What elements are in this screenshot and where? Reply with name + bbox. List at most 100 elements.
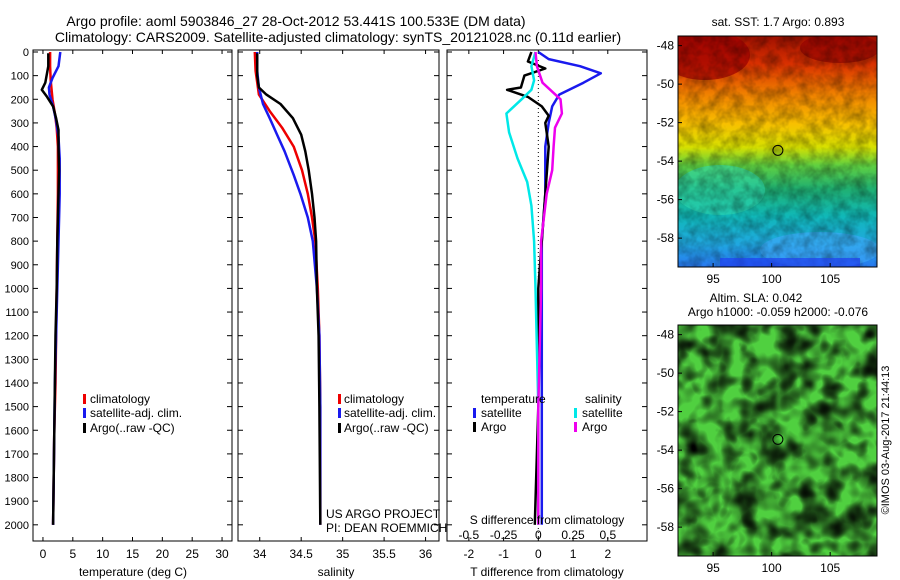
- legend-label-climatology: climatology: [344, 392, 404, 406]
- figure-title-line2: Climatology: CARS2009. Satellite-adjuste…: [55, 29, 621, 45]
- temperature-xlabel: temperature (deg C): [79, 565, 187, 579]
- temperature-profiles: [40, 51, 62, 525]
- y-tick-label: 700: [11, 212, 29, 224]
- map-y-tick-label: -48: [657, 328, 675, 342]
- x-tick-label: 10: [96, 547, 110, 561]
- x-tick-label: 20: [156, 547, 170, 561]
- difference-x-axis: -2 -1 0 1 2 -0.5 -0.25 0 0.25 0.5: [458, 50, 616, 561]
- profile-line-argo_s: [534, 51, 564, 525]
- x-tick-label: 25: [186, 547, 200, 561]
- y-tick-label: 100: [11, 71, 29, 83]
- y-tick-label: 1900: [5, 496, 29, 508]
- map-x-tick-label: 100: [762, 561, 782, 575]
- y-tick-label: 2000: [5, 520, 29, 532]
- y-tick-label: 400: [11, 142, 29, 154]
- map-x-tick-label: 105: [820, 272, 840, 286]
- legend-swatch-s-argo: [574, 422, 577, 432]
- x-tick-label: 15: [126, 547, 140, 561]
- map-y-tick-label: -56: [657, 193, 675, 207]
- temperature-panel: 0100200300400500600700800900100011001200…: [5, 47, 233, 579]
- top-tick-label: 0.25: [561, 528, 585, 542]
- profile-line-satellite_s: [505, 51, 540, 525]
- map-y-tick-label: -50: [657, 366, 675, 380]
- map-y-tick-label: -48: [657, 39, 675, 53]
- sst-noise-texture: [678, 36, 877, 267]
- top-tick-label: -0.5: [458, 528, 479, 542]
- salinity-axes-frame: [237, 49, 440, 542]
- map-y-tick-label: -50: [657, 77, 675, 91]
- y-tick-label: 1700: [5, 449, 29, 461]
- sla-map-frame: [677, 324, 878, 557]
- legend-label-t-satellite: satellite: [481, 406, 522, 420]
- x-tick-label: 1: [570, 547, 577, 561]
- map-y-tick-label: -58: [657, 231, 675, 245]
- salinity-panel: 34 34.5 35 35.5 36 salinity climatology sate…: [237, 49, 447, 579]
- y-tick-label: 1200: [5, 331, 29, 343]
- sst-southern-band: [720, 258, 860, 267]
- profile-line-argo: [40, 53, 61, 525]
- legend-swatch-argo: [83, 423, 86, 433]
- sst-map-frame: [677, 35, 878, 268]
- y-tick-label: 800: [11, 236, 29, 248]
- difference-axes-frame: [446, 49, 648, 542]
- sla-map-title-line2: Argo h1000: -0.059 h2000: -0.076: [688, 305, 868, 319]
- map-y-tick-label: -58: [657, 520, 675, 534]
- difference-profiles: [505, 50, 603, 539]
- y-tick-label: 300: [11, 118, 29, 130]
- map-y-tick-label: -54: [657, 443, 675, 457]
- y-tick-label: 500: [11, 165, 29, 177]
- map-y-tick-label: -52: [657, 116, 675, 130]
- salinity-x-axis: 34 34.5 35 35.5 36: [253, 50, 433, 561]
- x-tick-label: 36: [419, 547, 433, 561]
- map-x-tick-label: 105: [820, 561, 840, 575]
- argo-float-marker: [772, 144, 784, 156]
- legend-label-satellite-adj: satellite-adj. clim.: [90, 406, 182, 420]
- sla-map-axes: 95 100 105 -48 -50 -52 -54 -56 -58: [657, 328, 841, 575]
- x-tick-label: 0: [535, 547, 542, 561]
- legend-label-s-satellite: satellite: [582, 406, 623, 420]
- difference-legend: temperature salinity satellite Argo sate…: [473, 392, 623, 434]
- difference-xlabel: T difference from climatology: [470, 565, 624, 579]
- legend-header-temperature: temperature: [481, 392, 546, 406]
- depth-axis: 0 100 200 300 400 500 600 700 800 900 1000 1100 1200…: [5, 47, 232, 532]
- x-tick-label: 5: [69, 547, 76, 561]
- salinity-xlabel: salinity: [318, 565, 355, 579]
- legend-swatch-climatology: [338, 394, 341, 404]
- sla-map-title-line1: Altim. SLA: 0.042: [710, 291, 803, 305]
- pi-credit: PI: DEAN ROEMMICH: [326, 521, 447, 535]
- legend-swatch-argo: [338, 423, 341, 433]
- legend-swatch-t-argo: [473, 422, 476, 432]
- x-tick-label: 35.5: [372, 547, 396, 561]
- y-tick-label: 1800: [5, 473, 29, 485]
- map-y-tick-label: -56: [657, 482, 675, 496]
- sla-low-anomalies: [678, 325, 877, 556]
- legend-label-s-argo: Argo: [582, 420, 608, 434]
- x-tick-label: -2: [464, 547, 475, 561]
- profile-line-argo: [255, 53, 322, 525]
- legend-label-satellite-adj: satellite-adj. clim.: [344, 406, 436, 420]
- sla-map-panel: Altim. SLA: 0.042 Argo h1000: -0.059 h20…: [657, 291, 878, 575]
- x-tick-label: 34: [253, 547, 267, 561]
- y-tick-label: 600: [11, 189, 29, 201]
- y-tick-label: 1000: [5, 283, 29, 295]
- top-tick-label: 0: [535, 528, 542, 542]
- sst-map-panel: sat. SST: 1.7 Argo: 0.893 95 100 105 -48 -50…: [657, 15, 878, 286]
- imos-credit: ©IMOS 03-Aug-2017 21:44:13: [880, 366, 892, 515]
- map-x-tick-label: 95: [706, 561, 720, 575]
- y-tick-label: 200: [11, 94, 29, 106]
- temperature-legend: climatology satellite-adj. clim. Argo(..…: [83, 392, 182, 435]
- salinity-depth-ticks: [238, 51, 439, 526]
- difference-depth-ticks: [447, 51, 647, 526]
- project-credit: US ARGO PROJECT: [326, 507, 441, 521]
- sla-heatmap: [678, 325, 877, 556]
- top-tick-label: -0.25: [490, 528, 518, 542]
- legend-label-argo: Argo(..raw -QC): [90, 421, 175, 435]
- legend-swatch-satellite-adj: [83, 408, 86, 418]
- legend-swatch-s-satellite: [574, 408, 577, 418]
- legend-swatch-climatology: [83, 394, 86, 404]
- y-tick-label: 1600: [5, 425, 29, 437]
- map-x-tick-label: 95: [706, 272, 720, 286]
- x-tick-label: -1: [498, 547, 509, 561]
- y-tick-label: 0: [23, 47, 29, 59]
